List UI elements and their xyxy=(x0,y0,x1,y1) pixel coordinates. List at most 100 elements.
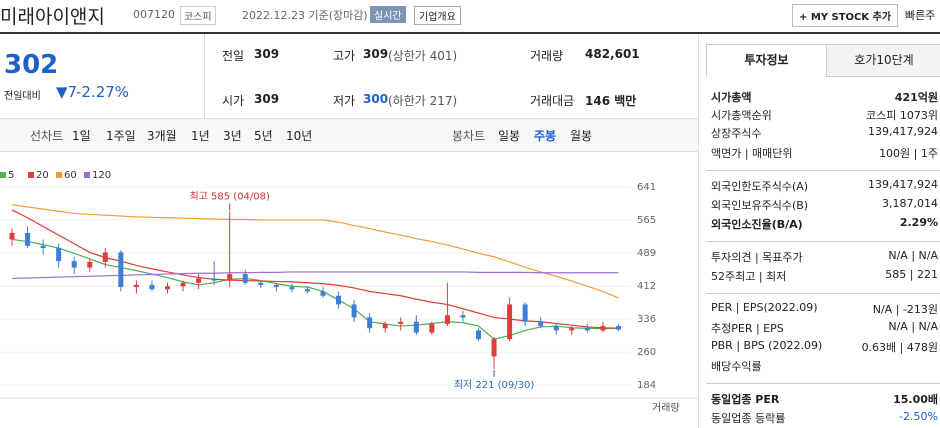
cell-value: 309 xyxy=(363,47,389,61)
cell-value: 146 백만 xyxy=(585,94,637,108)
info-value: 585 | 221 xyxy=(885,268,938,281)
ma-line xyxy=(11,271,619,280)
range-tab[interactable]: 5년 xyxy=(254,129,273,143)
candle-body xyxy=(507,304,513,340)
realtime[interactable]: 실시간 xyxy=(370,6,406,23)
legend-label: 20 xyxy=(36,170,49,181)
info-value: N/A | N/A xyxy=(888,249,938,262)
cell-value: 300 xyxy=(363,92,389,106)
quick[interactable]: 빠른주 xyxy=(905,9,936,22)
info-label: 액면가 | 매매단위 xyxy=(711,147,793,160)
range-tab[interactable]: 3개월 xyxy=(147,129,177,143)
y-tick-label: 641 xyxy=(637,182,656,193)
candle-body xyxy=(398,321,404,324)
period-tab[interactable]: 월봉 xyxy=(570,129,593,143)
ma-line xyxy=(11,238,619,340)
info-value: N/A | -213원 xyxy=(872,303,938,316)
info-value: 2.29% xyxy=(899,216,938,229)
divider xyxy=(0,32,940,34)
y-tick-label: 565 xyxy=(637,215,656,226)
change: ▼7 xyxy=(56,83,78,101)
candle-body xyxy=(242,274,248,283)
change-label: 전일대비 xyxy=(4,91,41,102)
candle-body xyxy=(102,252,108,262)
mystock-button[interactable]: + MY STOCK 추가 xyxy=(792,4,899,27)
tab-label: 봉차트 xyxy=(452,129,486,143)
candle-body xyxy=(118,252,124,288)
y-tick-label: 412 xyxy=(637,281,656,292)
info-value: -2.50% xyxy=(899,410,938,423)
range-tab[interactable]: 10년 xyxy=(286,129,313,143)
candle-body xyxy=(149,284,155,290)
info-label: 시가총액 xyxy=(711,91,752,104)
info-value: N/A | N/A xyxy=(888,320,938,333)
market: 코스피 xyxy=(180,6,216,25)
candle-body xyxy=(522,304,528,322)
candle-body xyxy=(227,274,233,281)
overview[interactable]: 기업개요 xyxy=(414,6,461,25)
divider xyxy=(204,34,205,118)
candle-body xyxy=(460,315,466,318)
info-label: 추정PER | EPS xyxy=(711,322,784,335)
range-tab[interactable]: 1주일 xyxy=(106,129,136,143)
period-tab[interactable]: 일봉 xyxy=(498,129,521,143)
info-label: PER | EPS(2022.09) xyxy=(711,301,818,314)
candle-body xyxy=(87,261,93,268)
candle-body xyxy=(476,330,481,340)
legend-swatch xyxy=(56,172,62,178)
separator xyxy=(706,383,940,384)
info-label: 상장주식수 xyxy=(711,127,762,140)
candle-body xyxy=(351,304,357,318)
info-value: 15.00배 xyxy=(893,393,938,406)
candle-body xyxy=(429,323,435,333)
info-label: PBR | BPS (2022.09) xyxy=(711,339,823,352)
range-tab[interactable]: 1일 xyxy=(72,129,91,143)
period-tab[interactable]: 주봉 xyxy=(534,129,557,143)
cell-label: 거래량 xyxy=(530,49,564,63)
divider xyxy=(698,34,699,428)
low-annotation: 최저 221 (09/30) xyxy=(454,379,535,391)
info-label: 외국인한도주식수(A) xyxy=(711,180,809,193)
info-value: 3,187,014 xyxy=(882,197,938,210)
info-value: 100원 | 1주 xyxy=(879,147,938,160)
candle-body xyxy=(600,326,606,331)
candle-body xyxy=(538,321,544,327)
range-tab[interactable]: 1년 xyxy=(191,129,210,143)
candle-body xyxy=(336,295,342,305)
range-tab[interactable]: 3년 xyxy=(223,129,242,143)
candle-body xyxy=(413,321,419,333)
price: 302 xyxy=(4,50,59,80)
candle-body xyxy=(382,323,388,329)
candle-body xyxy=(320,291,326,296)
candle-body xyxy=(133,284,139,288)
legend-swatch xyxy=(84,172,90,178)
candle-body xyxy=(56,248,62,262)
candle-body xyxy=(25,232,31,246)
separator xyxy=(706,170,940,171)
y-tick-label: 184 xyxy=(637,380,656,391)
rate: -2.27% xyxy=(76,83,130,101)
side-tab[interactable]: 투자정보 xyxy=(706,44,827,76)
volume-label: 거래량 xyxy=(652,402,680,414)
candle-body xyxy=(615,326,621,330)
chart: 641 565 489 412 336 260 184 거래량 5 20 60 120 최고 585 (… xyxy=(0,170,698,414)
separator xyxy=(706,293,940,294)
cell-label: 거래대금 xyxy=(530,94,575,108)
info-label: 투자의견 | 목표주가 xyxy=(711,251,803,264)
candle-body xyxy=(444,315,450,324)
ma-line xyxy=(11,204,619,299)
info-value: 139,417,924 xyxy=(868,178,938,191)
candle-body xyxy=(553,326,559,331)
legend-swatch xyxy=(0,172,6,178)
cell-value: 309 xyxy=(254,47,280,61)
candle-body xyxy=(491,339,497,357)
candle-body xyxy=(196,278,202,283)
info-value: 421억원 xyxy=(894,91,938,104)
info-value: 코스피 1073위 xyxy=(866,109,938,122)
cell-label: 시가 xyxy=(222,94,245,108)
info-label: 외국인소진율(B/A) xyxy=(711,218,803,231)
candle-body xyxy=(367,317,373,329)
legend-swatch xyxy=(28,172,34,178)
side-tab[interactable]: 호가10단계 xyxy=(826,44,940,77)
